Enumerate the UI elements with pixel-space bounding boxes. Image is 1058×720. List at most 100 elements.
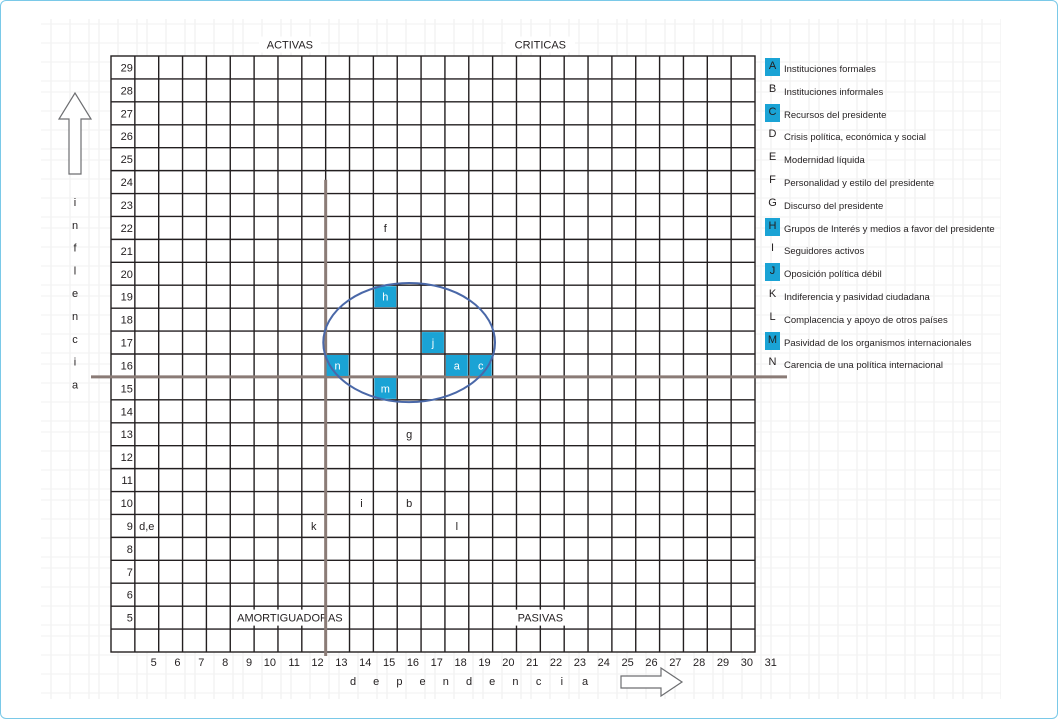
x-tick-label: 19 [478,657,490,669]
y-tick-bg [112,381,134,396]
y-tick-label: 14 [121,406,133,418]
y-tick-label: 17 [121,338,133,350]
y-tick-bg [112,243,134,258]
y-tick-label: 5 [127,613,133,625]
y-tick-bg [112,106,134,121]
x-tick-label: 14 [359,657,371,669]
y-axis-letter: i [74,197,76,209]
point-label-h: h [382,292,388,304]
point-box-h [374,286,397,308]
legend-letter: E [768,151,777,164]
x-tick-label: 17 [431,657,443,669]
y-tick-bg [112,175,134,190]
quadrant-label-bg [233,609,347,626]
legend-item-m: M Pasividad de los organismos internacio… [765,331,1045,355]
legend-letter: B [768,82,777,95]
point-box-n [326,355,349,376]
legend: A Instituciones formales B Instituciones… [765,58,1045,377]
quadrant-label-bg [258,36,321,53]
right-arrow-icon [620,666,684,698]
legend-item-n: N Carencia de una política internacional [765,354,1045,377]
legend-letter: H [765,217,780,236]
quadrant-label-bg [509,609,572,626]
legend-letter: I [770,242,775,255]
y-tick-label: 23 [121,200,133,212]
point-label-j: j [431,338,434,350]
y-tick-bg [112,198,134,212]
legend-letter: C [765,103,780,122]
legend-text: Pasividad de los organismos internaciona… [784,337,972,349]
y-tick-label: 9 [127,521,133,533]
point-label-m: m [381,383,390,395]
x-tick-label: 20 [502,657,514,669]
x-axis-letter: c [536,676,542,688]
point-bg-de [135,518,158,533]
point-label-i: i [360,498,362,510]
x-tick-label: 22 [550,657,562,669]
legend-text: Grupos de Interés y medios a favor del p… [784,223,995,235]
x-tick-label: 31 [765,657,777,669]
legend-item-e: E Modernidad líquida [765,149,1045,172]
point-label-k: k [311,521,317,533]
legend-text: Recursos del presidente [784,109,887,121]
y-tick-label: 28 [121,85,133,97]
point-label-a: a [454,360,461,372]
quadrant-label-activas: ACTIVAS [267,40,313,52]
point-box-a [445,355,468,376]
y-tick-label: 24 [121,177,133,189]
legend-letter: K [768,287,777,300]
y-tick-bg [112,312,134,327]
y-axis-letter: f [73,243,77,255]
legend-letter: L [769,310,776,323]
x-tick-label: 7 [198,657,204,669]
y-axis-letter: i [74,357,76,369]
legend-item-k: K Indiferencia y pasividad ciudadana [765,286,1045,309]
legend-text: Indiferencia y pasividad ciudadana [784,291,930,303]
x-axis-letter: e [489,676,495,688]
point-box-c [469,355,492,376]
y-tick-label: 20 [121,269,133,281]
y-axis-letter: l [74,265,76,277]
x-tick-label: 15 [383,657,395,669]
cluster-ellipse [322,281,497,404]
x-tick-label: 29 [717,657,729,669]
legend-letter: J [765,263,780,282]
legend-item-d: D Crisis política, económica y social [765,126,1045,149]
x-axis-letter: i [561,676,563,688]
x-tick-label: 13 [335,657,347,669]
y-tick-label: 19 [121,292,133,304]
x-axis-letter: n [512,676,518,688]
legend-letter: M [765,331,780,350]
quadrant-label-pasivas: PASIVAS [518,613,563,625]
y-tick-bg [112,152,134,167]
y-tick-label: 21 [121,246,133,258]
y-tick-bg [112,541,134,556]
legend-text: Modernidad líquida [784,155,865,167]
y-tick-bg [112,289,134,304]
y-tick-label: 11 [121,475,132,487]
x-tick-label: 8 [222,657,228,669]
x-tick-label: 30 [741,657,753,669]
point-box-j [422,332,444,353]
legend-item-i: I Seguidores activos [765,240,1045,263]
legend-text: Carencia de una política internacional [784,360,943,372]
y-tick-bg [112,450,134,465]
y-tick-bg [112,427,134,442]
x-tick-label: 27 [669,657,681,669]
x-axis-letter: a [582,676,589,688]
y-tick-bg [112,404,134,419]
x-tick-label: 25 [621,657,633,669]
legend-text: Discurso del presidente [784,200,884,212]
x-tick-label: 12 [311,657,323,669]
x-axis-letter: d [466,676,472,688]
legend-letter: D [768,128,777,141]
x-axis-letter: n [443,676,449,688]
point-bg-g [404,427,415,442]
point-label-l: l [456,521,458,533]
y-tick-label: 18 [121,315,133,327]
point-label-g: g [406,429,412,441]
y-tick-label: 26 [121,131,133,143]
y-tick-label: 25 [121,154,133,166]
y-tick-label: 12 [121,452,133,464]
x-tick-label: 24 [598,657,610,669]
